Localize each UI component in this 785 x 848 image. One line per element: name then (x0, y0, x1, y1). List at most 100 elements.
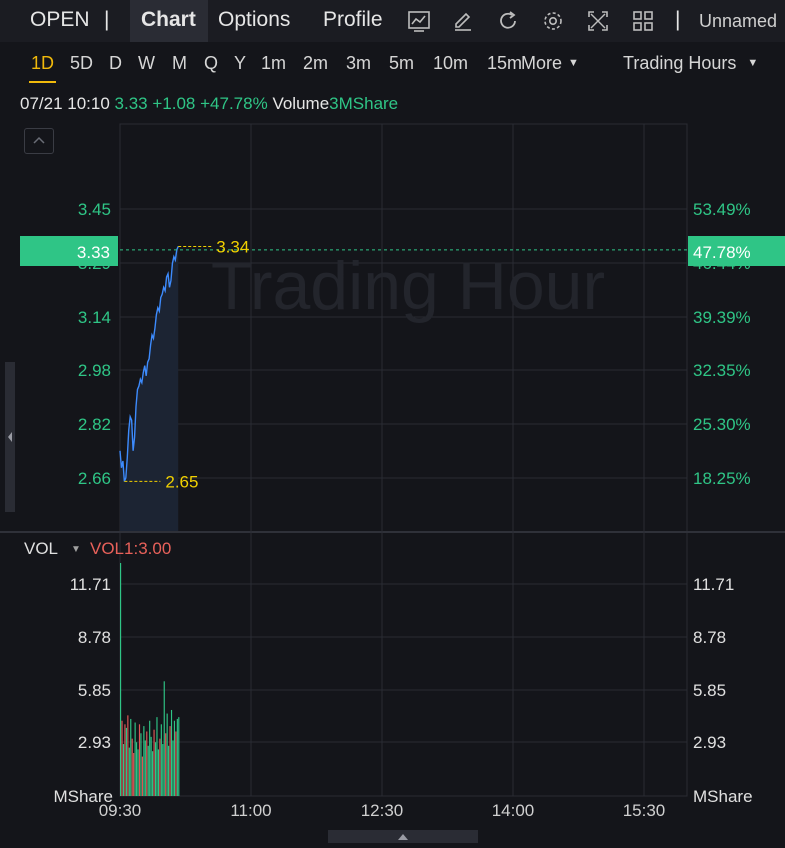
pct-tick-right: 32.35% (693, 361, 751, 380)
volume-bar (136, 742, 138, 796)
volume-bar (162, 744, 164, 796)
volume-bar (170, 709, 173, 796)
vol-tick-left: 5.85 (78, 681, 111, 700)
price-line (119, 246, 179, 482)
time-tick: 11:00 (230, 801, 271, 820)
volume-bar (173, 720, 176, 796)
vol-tick-left: 2.93 (78, 733, 111, 752)
price-tick-left: 2.66 (78, 469, 111, 488)
vol-caret-down-icon[interactable]: ▼ (71, 544, 81, 555)
tab-chart[interactable]: Chart (141, 8, 196, 31)
price-axis-labels: 3.453.293.142.982.822.6653.49%46.44%39.3… (78, 200, 751, 488)
low-marker-label: 2.65 (165, 472, 198, 491)
vol-tick-right: 5.85 (693, 681, 726, 700)
active-period-underline (29, 81, 56, 83)
vol-tick-left: 11.71 (70, 575, 111, 594)
vol-tick-right: 2.93 (693, 733, 726, 752)
volume-bars (120, 563, 180, 796)
caret-down-icon: ▼ (568, 57, 579, 69)
period-1m[interactable]: 1m (261, 53, 287, 73)
watermark-text: Trading Hour (211, 248, 605, 324)
vol-title[interactable]: VOL (24, 539, 58, 558)
volume-bar (144, 740, 146, 796)
volume-bar (154, 742, 157, 796)
indicator-chart-icon[interactable] (406, 8, 432, 34)
period-5m[interactable]: 5m (389, 53, 415, 73)
period-1d[interactable]: 1D (31, 53, 55, 73)
vol-unit-left: MShare (53, 787, 113, 806)
period-5d[interactable]: 5D (70, 53, 94, 73)
time-axis-labels: 09:30 11:00 12:30 14:00 15:30 (99, 801, 666, 820)
volume-bar (124, 724, 126, 796)
period-w[interactable]: W (138, 53, 155, 73)
caret-left-icon (8, 432, 12, 442)
draw-pen-icon[interactable] (450, 8, 476, 34)
volume-bar (125, 727, 127, 796)
tab-options[interactable]: Options (218, 8, 291, 31)
separator: | (104, 8, 110, 31)
pct-tick-right: 39.39% (693, 308, 751, 327)
price-line-area (119, 245, 687, 532)
volume-bar (134, 722, 136, 796)
price-tick-left: 3.45 (78, 200, 111, 219)
price-tick-left: 2.82 (78, 415, 111, 434)
collapse-info-button[interactable] (24, 128, 54, 154)
volume-bar (131, 738, 133, 796)
period-2m[interactable]: 2m (303, 53, 329, 73)
chevron-up-icon (33, 136, 45, 144)
layout-grid-icon[interactable] (630, 8, 656, 34)
period-bar: 1D 5D D W M Q Y 1m 2m 3m 5m 10m 15m More… (0, 42, 785, 88)
volume-bar (120, 563, 122, 796)
vol-tick-left: 8.78 (78, 628, 111, 647)
period-3m[interactable]: 3m (346, 53, 372, 73)
period-y[interactable]: Y (234, 53, 247, 73)
more-label: More (521, 53, 563, 73)
period-q[interactable]: Q (204, 53, 219, 73)
volume-bar (147, 745, 149, 796)
volume-bar (159, 738, 161, 796)
volume-bar (128, 747, 130, 796)
volume-bar (175, 731, 177, 796)
workspace-name[interactable]: Unnamed (699, 11, 778, 31)
volume-bar (140, 733, 142, 796)
volume-value: 3MShare (329, 94, 399, 113)
vol-tick-right: 11.71 (693, 575, 734, 594)
volume-bar (176, 718, 178, 796)
period-15m[interactable]: 15m (487, 53, 521, 73)
tab-profile[interactable]: Profile (323, 8, 383, 31)
period-10m[interactable]: 10m (433, 53, 469, 73)
volume-bar (166, 713, 168, 796)
period-m[interactable]: M (172, 53, 187, 73)
volume-bar (137, 749, 139, 796)
top-bar: OPEN | Chart Options Profile | Unnamed (0, 0, 785, 42)
volume-bar (122, 744, 125, 796)
volume-bar (168, 745, 170, 796)
current-pct-tag-right (688, 236, 785, 266)
price-area-fill (120, 246, 179, 532)
session-dropdown[interactable]: Trading Hours ▼ (623, 53, 758, 74)
pct-tick-right: 53.49% (693, 200, 751, 219)
volume-bar (141, 756, 143, 796)
volume-bar (165, 733, 167, 796)
current-pct-label: 47.78% (693, 243, 751, 262)
more-dropdown[interactable]: More ▼ (521, 53, 579, 74)
settings-gear-icon[interactable] (540, 8, 566, 34)
volume-bar (160, 724, 162, 796)
bottom-panel-handle[interactable] (328, 830, 478, 843)
vol-unit-right: MShare (693, 787, 753, 806)
volume-bar (146, 731, 148, 796)
fullscreen-icon[interactable] (585, 8, 611, 34)
current-price-label: 3.33 (77, 243, 110, 262)
volume-axis-labels: 11.71 11.71 8.78 8.78 5.85 5.85 2.93 2.93 (70, 575, 735, 752)
quote-price: 3.33 (114, 94, 148, 113)
refresh-icon[interactable] (495, 8, 521, 34)
time-tick: 12:30 (361, 801, 404, 820)
caret-up-icon (398, 834, 408, 840)
side-panel-handle[interactable] (5, 362, 15, 512)
pct-tick-right: 18.25% (693, 469, 751, 488)
chart-tab-highlight (130, 0, 208, 42)
period-d[interactable]: D (109, 53, 122, 73)
symbol-label[interactable]: OPEN (30, 8, 90, 31)
time-tick: 09:30 (99, 801, 142, 820)
